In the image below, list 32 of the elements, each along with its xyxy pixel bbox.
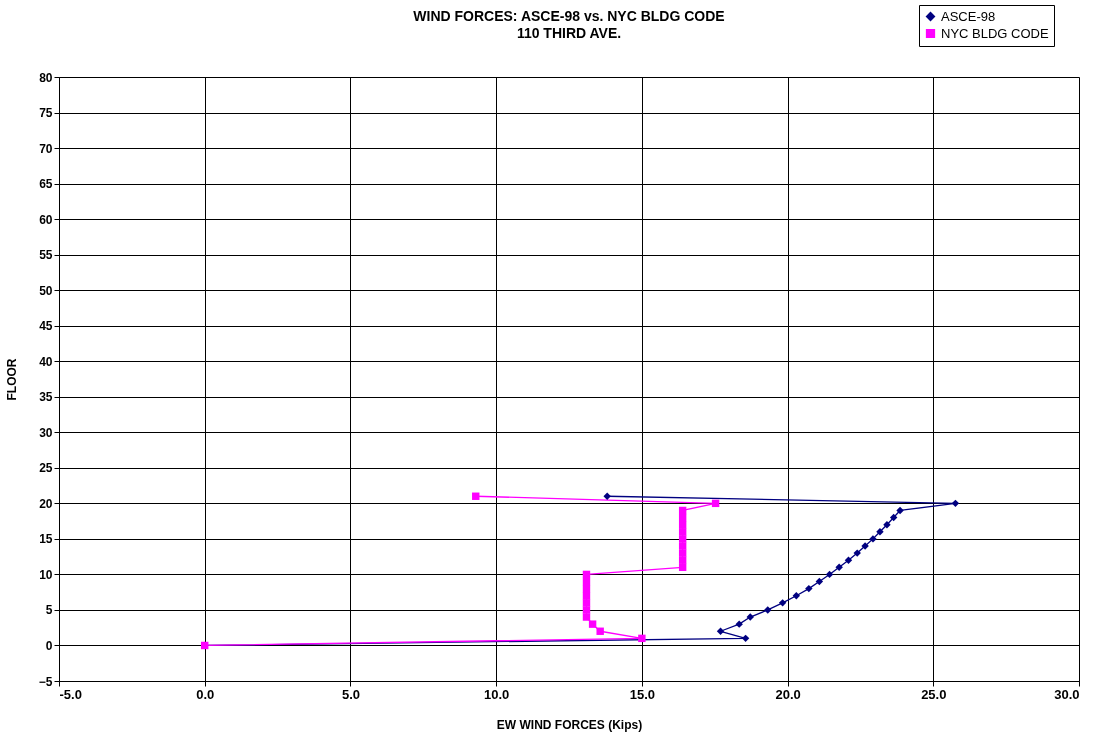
y-tick-label: 45 — [39, 319, 53, 334]
x-tick-label: 0.0 — [196, 686, 215, 702]
y-tick-label: 75 — [39, 106, 53, 121]
x-tick-label: 10.0 — [483, 686, 510, 702]
y-tick-label: 10 — [39, 567, 53, 582]
y-tick-label: 25 — [39, 461, 53, 476]
y-tick-label: 15 — [39, 532, 53, 547]
y-tick-label: 0 — [45, 638, 53, 653]
y-tick-label: 40 — [39, 354, 53, 369]
y-tick-label: 70 — [39, 141, 53, 156]
x-tick-label: 25.0 — [921, 686, 947, 702]
y-axis-title: FLOOR — [4, 358, 19, 401]
x-tick-label: 15.0 — [629, 686, 656, 702]
x-tick-label: -5.0 — [59, 686, 82, 702]
y-tick-label: 60 — [39, 212, 53, 227]
y-tick-label: 80 — [39, 70, 53, 85]
x-axis-title: EW WIND FORCES (Kips) — [496, 717, 643, 732]
y-tick-label: 55 — [39, 248, 53, 263]
y-tick-label: 35 — [39, 390, 53, 405]
x-tick-label: 30.0 — [1054, 686, 1080, 702]
chart-title: WIND FORCES: ASCE-98 vs. NYC BLDG CODE — [413, 8, 725, 24]
y-tick-label: −5 — [38, 674, 53, 689]
y-tick-label: 30 — [39, 425, 53, 440]
chart-subtitle: 110 THIRD AVE. — [516, 25, 622, 41]
x-tick-label: 20.0 — [775, 686, 801, 702]
y-tick-label: 5 — [45, 603, 53, 618]
y-tick-label: 20 — [39, 496, 53, 511]
legend-label: ASCE-98 — [941, 8, 996, 24]
y-tick-label: 50 — [39, 283, 53, 298]
x-tick-label: 5.0 — [341, 686, 360, 702]
y-tick-label: 65 — [39, 177, 53, 192]
legend-label: NYC BLDG CODE — [941, 25, 1049, 41]
